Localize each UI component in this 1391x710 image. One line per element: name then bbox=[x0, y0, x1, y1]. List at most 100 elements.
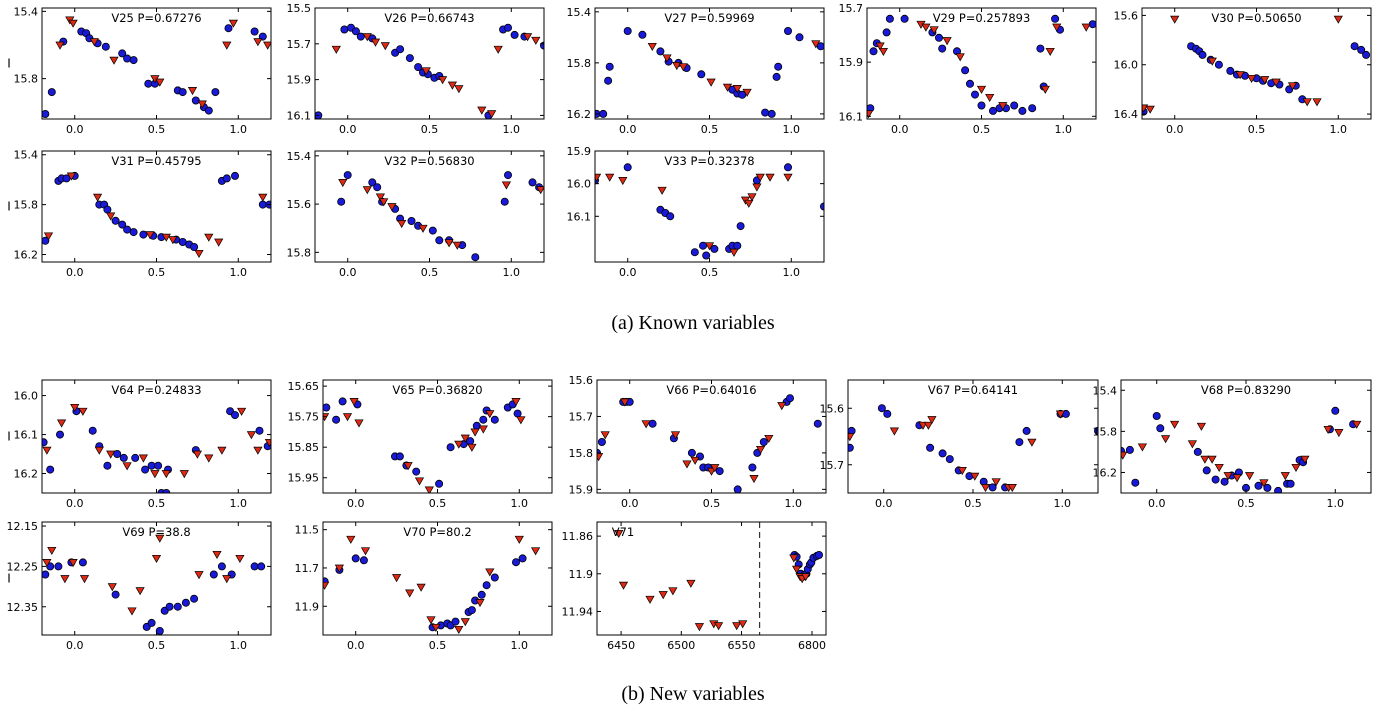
y-tick-label: 15.9 bbox=[567, 145, 592, 158]
point-triangle bbox=[530, 547, 541, 556]
point-circle bbox=[767, 109, 776, 118]
x-tick-label: 0.0 bbox=[347, 639, 365, 652]
point-triangle bbox=[976, 85, 987, 94]
point-triangle bbox=[460, 434, 470, 443]
point-triangle bbox=[1333, 15, 1343, 24]
point-circle bbox=[784, 26, 793, 35]
point-triangle bbox=[323, 581, 330, 590]
point-triangle bbox=[921, 23, 931, 32]
point-triangle bbox=[150, 470, 160, 479]
point-circle bbox=[1211, 475, 1220, 484]
point-triangle bbox=[878, 47, 889, 57]
point-triangle bbox=[460, 618, 470, 627]
x-tick-label: 0.5 bbox=[964, 497, 982, 510]
point-circle bbox=[250, 27, 259, 36]
point-triangle bbox=[426, 616, 436, 625]
point-triangle bbox=[342, 413, 353, 422]
point-triangle bbox=[1334, 429, 1344, 438]
point-circle bbox=[503, 23, 512, 32]
point-triangle bbox=[501, 181, 512, 190]
point-circle bbox=[446, 443, 455, 452]
point-triangle bbox=[1271, 78, 1281, 87]
point-circle bbox=[1202, 466, 1211, 475]
point-circle bbox=[1362, 50, 1371, 59]
point-circle bbox=[323, 403, 331, 412]
point-circle bbox=[623, 163, 632, 172]
point-triangle bbox=[246, 431, 257, 440]
point-circle bbox=[1254, 481, 1263, 490]
point-triangle bbox=[1045, 47, 1055, 57]
point-triangle bbox=[600, 431, 610, 440]
data-points bbox=[42, 171, 271, 259]
point-circle bbox=[736, 222, 745, 231]
point-circle bbox=[131, 453, 140, 462]
point-triangle bbox=[331, 45, 341, 54]
point-circle bbox=[1220, 477, 1229, 486]
point-circle bbox=[451, 617, 460, 626]
x-tick-label: 6800 bbox=[798, 639, 826, 652]
point-circle bbox=[528, 178, 537, 187]
point-circle bbox=[173, 602, 182, 611]
point-triangle bbox=[79, 575, 90, 584]
point-circle bbox=[816, 42, 824, 51]
point-triangle bbox=[789, 554, 799, 563]
panel-v31: 0.0 0.5 1.0 15.4 15.8 16.2 V31 P=0.45795 I bbox=[7, 149, 272, 279]
point-triangle bbox=[370, 38, 381, 47]
point-triangle bbox=[732, 85, 742, 94]
point-triangle bbox=[1121, 451, 1128, 460]
point-triangle bbox=[1323, 425, 1333, 435]
x-tick-label: 1.0 bbox=[1055, 123, 1073, 136]
point-circle bbox=[356, 32, 365, 41]
y-tick-label: 15.8 bbox=[567, 57, 592, 70]
y-tick-label: 15.95 bbox=[288, 472, 320, 485]
y-tick-label: 16.0 bbox=[567, 178, 592, 191]
y-tick-label: 15.4 bbox=[567, 6, 592, 19]
point-circle bbox=[687, 448, 696, 457]
point-triangle bbox=[179, 470, 189, 479]
point-triangle bbox=[1312, 98, 1322, 107]
point-circle bbox=[1156, 424, 1165, 433]
point-triangle bbox=[875, 42, 885, 51]
point-triangle bbox=[418, 224, 428, 233]
point-circle bbox=[605, 62, 614, 71]
point-circle bbox=[139, 230, 148, 239]
point-circle bbox=[697, 70, 706, 79]
point-circle bbox=[54, 562, 63, 571]
point-triangle bbox=[1280, 472, 1290, 481]
point-triangle bbox=[391, 574, 402, 583]
point-triangle bbox=[477, 106, 487, 115]
data-points bbox=[337, 171, 544, 262]
point-circle bbox=[42, 236, 50, 245]
point-triangle bbox=[487, 110, 497, 119]
point-circle bbox=[988, 483, 997, 492]
x-tick-label: 1.0 bbox=[230, 639, 248, 652]
point-circle bbox=[648, 419, 657, 428]
point-triangle bbox=[161, 233, 171, 242]
x-tick-label: 0.0 bbox=[339, 123, 357, 136]
point-triangle bbox=[263, 41, 271, 50]
x-tick-label: 0.5 bbox=[1237, 497, 1255, 510]
point-triangle bbox=[618, 177, 628, 186]
point-circle bbox=[597, 437, 606, 446]
x-tick-label: 0.5 bbox=[429, 497, 447, 510]
panel-v26: 0.0 0.5 1.0 15.5 15.7 15.9 16.1 V26 P=0.66743 bbox=[287, 2, 545, 136]
point-circle bbox=[971, 90, 980, 99]
point-circle bbox=[1125, 445, 1134, 454]
point-triangle bbox=[161, 470, 171, 479]
point-triangle bbox=[597, 453, 604, 462]
point-triangle bbox=[1137, 443, 1148, 452]
point-circle bbox=[1018, 106, 1027, 115]
point-triangle bbox=[122, 462, 132, 471]
point-circle bbox=[471, 253, 480, 262]
point-circle bbox=[191, 96, 200, 105]
point-triangle bbox=[475, 599, 485, 608]
point-triangle bbox=[197, 100, 207, 109]
point-triangle bbox=[1214, 463, 1224, 473]
point-triangle bbox=[362, 33, 372, 42]
x-tick-label: 0.0 bbox=[621, 497, 639, 510]
point-triangle bbox=[253, 446, 263, 455]
point-triangle bbox=[94, 446, 104, 455]
y-tick-label: 11.7 bbox=[295, 562, 320, 575]
y-tick-label: 16.4 bbox=[1114, 108, 1139, 121]
point-circle bbox=[396, 45, 405, 54]
